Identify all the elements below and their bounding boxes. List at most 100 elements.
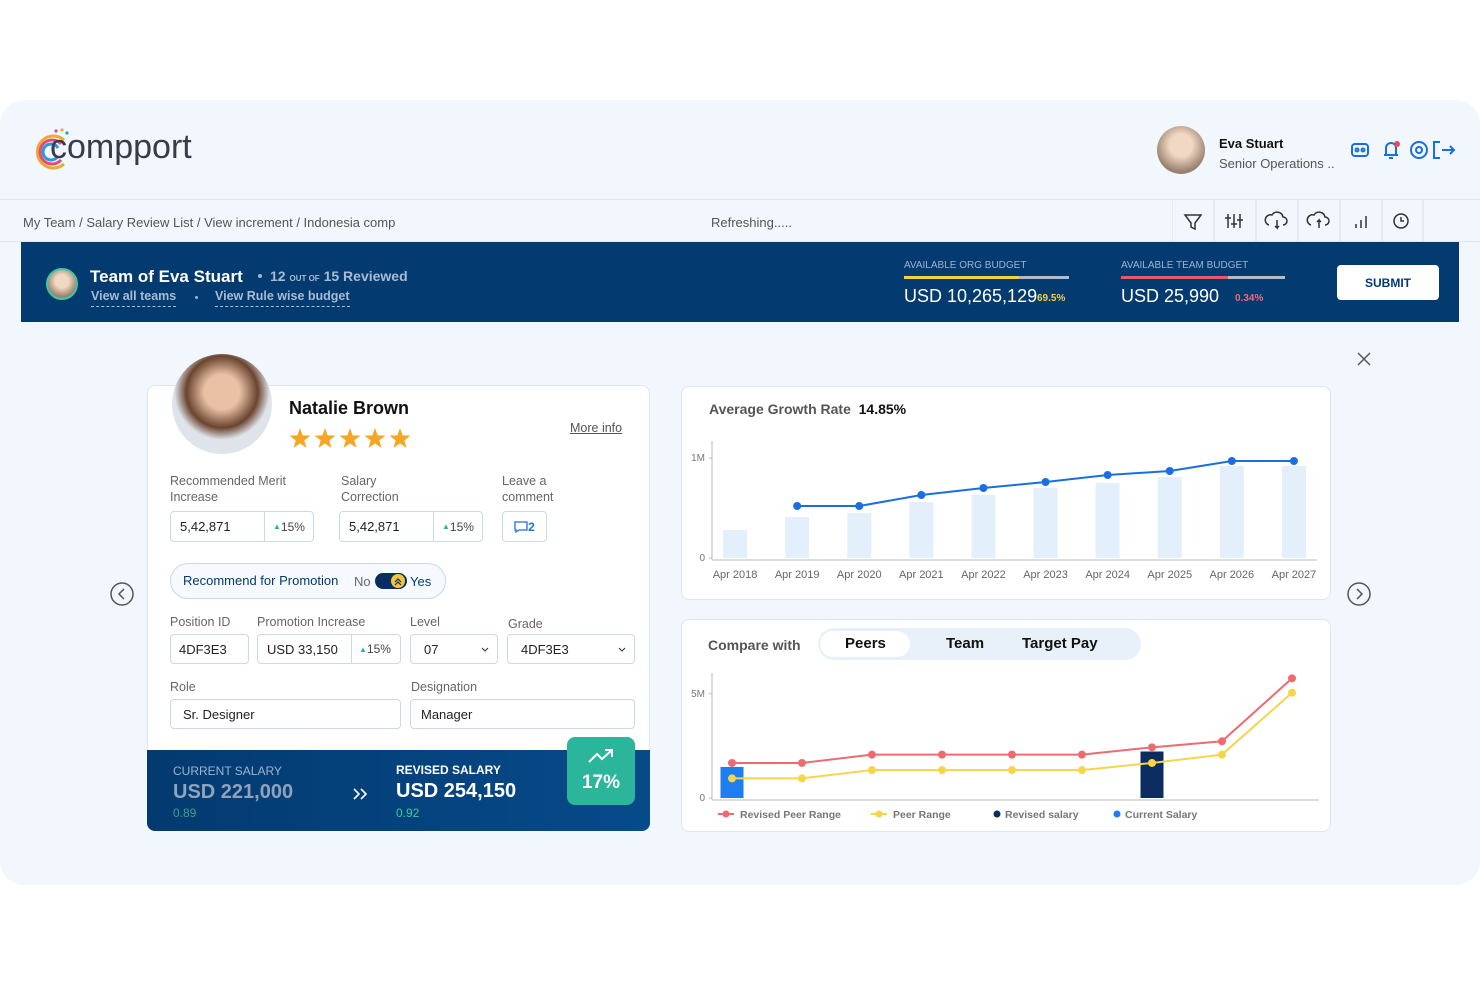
header-icons[interactable]: [1348, 138, 1458, 162]
x-tick-label: Apr 2018: [713, 569, 758, 581]
promotion-yes: Yes: [410, 574, 432, 589]
point: [979, 484, 988, 492]
more-info[interactable]: More info: [570, 421, 623, 435]
level-value: 07: [424, 641, 439, 657]
logo-mark: [35, 128, 69, 170]
bar: [909, 502, 934, 558]
grade-select[interactable]: 4DF3E3: [507, 634, 635, 664]
breadcrumb[interactable]: My Team / Salary Review List / View incr…: [23, 215, 396, 230]
toolbar[interactable]: [1172, 200, 1424, 242]
point: [1289, 457, 1298, 465]
chart-title: Average Growth Rate 14.85%: [709, 401, 906, 417]
promo-inc-value: USD 33,150: [267, 641, 338, 657]
position-label: Position ID: [170, 615, 231, 629]
point: [917, 491, 926, 499]
x-tick-label: Apr 2024: [1085, 569, 1130, 581]
point: [798, 758, 806, 767]
divider: [0, 241, 1480, 242]
legend-swatch: [722, 810, 730, 818]
reviewed-label: Reviewed: [343, 268, 408, 284]
divider: [0, 199, 1480, 200]
grade-value: 4DF3E3: [521, 641, 569, 657]
team-banner: [21, 242, 1459, 322]
tab[interactable]: Peers: [845, 635, 886, 652]
growth-value: 17%: [581, 772, 621, 793]
position-input[interactable]: 4DF3E3: [170, 634, 249, 664]
point: [1078, 766, 1086, 775]
designation-input[interactable]: Manager: [410, 699, 635, 729]
link-teams[interactable]: View all teams: [91, 289, 177, 307]
point: [1165, 467, 1174, 475]
team-budget-rest: [1228, 276, 1285, 279]
role-input[interactable]: Sr. Designer: [170, 699, 401, 729]
current-label: CURRENT SALARY: [173, 764, 282, 778]
submit-button[interactable]: SUBMIT: [1337, 265, 1439, 300]
tab[interactable]: Target Pay: [1022, 635, 1098, 652]
revised-value: USD 254,150: [396, 780, 517, 802]
point: [868, 750, 876, 759]
next-button[interactable]: [1346, 581, 1372, 607]
chevron: [481, 647, 489, 652]
trend-icon: [588, 749, 613, 763]
current-ratio: 0.89: [173, 806, 197, 820]
toggle-switch[interactable]: [374, 571, 408, 591]
point: [1227, 457, 1236, 465]
user-name: Eva Stuart: [1219, 136, 1284, 151]
legend-label: Peer Range: [893, 809, 951, 821]
legend-label: Current Salary: [1125, 809, 1198, 821]
star: [364, 428, 386, 448]
comment-button[interactable]: 2: [502, 511, 547, 542]
designation-value: Manager: [421, 706, 473, 722]
level-select[interactable]: 07: [410, 634, 498, 664]
legend-label: Revised Peer Range: [740, 809, 841, 821]
point: [1103, 471, 1112, 479]
comment-label: Leave a comment: [502, 474, 554, 504]
employee-photo: [172, 354, 272, 454]
org-budget-value: USD 10,265,129: [904, 286, 1038, 306]
point: [793, 502, 802, 510]
tab[interactable]: Team: [946, 635, 985, 652]
legend-label: Revised salary: [1005, 809, 1079, 821]
point: [1008, 750, 1016, 759]
chart-subtitle: 14.85%: [858, 401, 907, 417]
correction-pct-text: 15%: [449, 519, 474, 534]
merit-pct: ▲ 15%: [264, 512, 305, 541]
close-button[interactable]: [1357, 352, 1371, 366]
star: [289, 428, 311, 448]
link-budget[interactable]: View Rule wise budget: [215, 289, 350, 307]
org-budget-pct: 69.5%: [1037, 293, 1066, 304]
x-tick-label: Apr 2025: [1147, 569, 1192, 581]
bar: [723, 530, 748, 558]
promo-inc-input[interactable]: USD 33,150 ▲ 15%: [257, 634, 401, 664]
correction-label: Salary Correction: [341, 474, 399, 504]
comment-count: 2: [528, 519, 535, 534]
revised-label: REVISED SALARY: [396, 763, 501, 777]
team-avatar: [46, 268, 78, 300]
x-tick-label: Apr 2026: [1210, 569, 1255, 581]
point: [1078, 750, 1086, 759]
legend-swatch: [875, 810, 883, 818]
point: [938, 750, 946, 759]
x-tick-label: Apr 2019: [775, 569, 820, 581]
point: [1148, 743, 1156, 752]
designation-label: Designation: [411, 680, 478, 694]
prev-button[interactable]: [109, 581, 135, 607]
user-avatar[interactable]: [1157, 126, 1205, 174]
point: [868, 766, 876, 775]
team-budget-pct: 0.34%: [1235, 293, 1264, 304]
x-tick-label: Apr 2020: [837, 569, 882, 581]
star: [314, 428, 336, 448]
rating: [289, 428, 411, 448]
correction-input[interactable]: 5,42,871 ▲ 15%: [339, 511, 483, 542]
bar: [720, 766, 744, 798]
y-tick-label: 1M: [691, 453, 705, 464]
bar: [1281, 466, 1306, 558]
merit-input[interactable]: 5,42,871 ▲ 15%: [170, 511, 314, 542]
team-budget-label: AVAILABLE TEAM BUDGET: [1121, 260, 1249, 271]
point: [1008, 766, 1016, 775]
y-tick-label: 5M: [691, 689, 705, 700]
merit-value: 5,42,871: [180, 519, 231, 534]
merit-pct-text: 15%: [280, 519, 305, 534]
chart-title: Compare with: [708, 637, 801, 653]
